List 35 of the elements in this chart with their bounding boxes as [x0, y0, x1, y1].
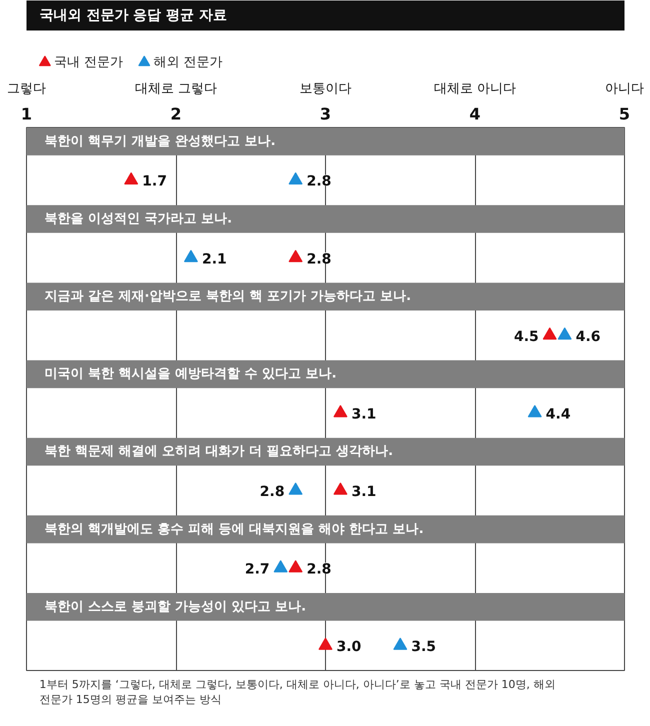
y-tick-label: 북한 핵문제 해결에 오히려 대화가 더 필요하다고 생각하나. — [44, 444, 394, 460]
data-label: 3.5 — [411, 639, 436, 656]
x-tick-label: 2 — [170, 104, 182, 124]
data-label: 2.8 — [306, 562, 332, 578]
text: 대체로 그렇다 — [134, 82, 218, 96]
data-label: 2.1 — [202, 251, 227, 268]
text: 아니다 — [605, 82, 644, 96]
y-tick-label: 북한의 핵개발에도 홍수 피해 등에 대북지원을 해야 한다고 보나. — [44, 522, 424, 537]
data-label: 2.8 — [306, 251, 332, 268]
legend-label: 해외 전문가 — [153, 55, 223, 70]
data-label: 2.8 — [306, 174, 332, 190]
text: 대체로 아니다 — [434, 82, 516, 96]
x-tick-label: 4 — [469, 104, 481, 124]
text: 보통이다 — [300, 82, 352, 96]
data-label: 3.0 — [336, 639, 362, 656]
y-tick-label: 북한이 핵무기 개발을 완성했다고 보나. — [44, 134, 276, 149]
data-label: 3.1 — [351, 484, 376, 500]
text: 1부터 5까지를 ‘그렇다, 대체로 그렇다, 보통이다, 대체로 아니다, 아니다’로 놓고 국내 전문가 10명, 해외 전문가 15명의 평균을 보여주는 방식 — [39, 678, 556, 706]
data-label: 2.7 — [244, 562, 270, 578]
text: 그렇다 — [7, 82, 46, 96]
y-tick-label: 북한을 이성적인 국가라고 보나. — [44, 212, 232, 227]
x-tick-label: 1 — [20, 104, 32, 124]
x-tick-label: 5 — [618, 104, 630, 124]
chart-title: 국내외 전문가 응답 평균 자료 — [39, 8, 227, 24]
y-tick-label: 미국이 북한 핵시설을 예방타격할 수 있다고 보나. — [44, 366, 337, 382]
data-label: 2.8 — [260, 484, 285, 500]
data-label: 1.7 — [142, 174, 167, 190]
data-label: 4.4 — [546, 406, 571, 422]
data-label: 3.1 — [351, 406, 376, 422]
y-tick-label: 북한이 스스로 붕괴할 가능성이 있다고 보나. — [44, 599, 306, 614]
data-label: 4.5 — [514, 328, 539, 345]
y-tick-label: 지금과 같은 제재·압박으로 북한의 핵 포기가 가능하다고 보나. — [44, 289, 412, 304]
legend-label: 국내 전문가 — [54, 55, 124, 70]
x-tick-label: 3 — [320, 104, 332, 124]
data-label: 4.6 — [576, 328, 601, 345]
